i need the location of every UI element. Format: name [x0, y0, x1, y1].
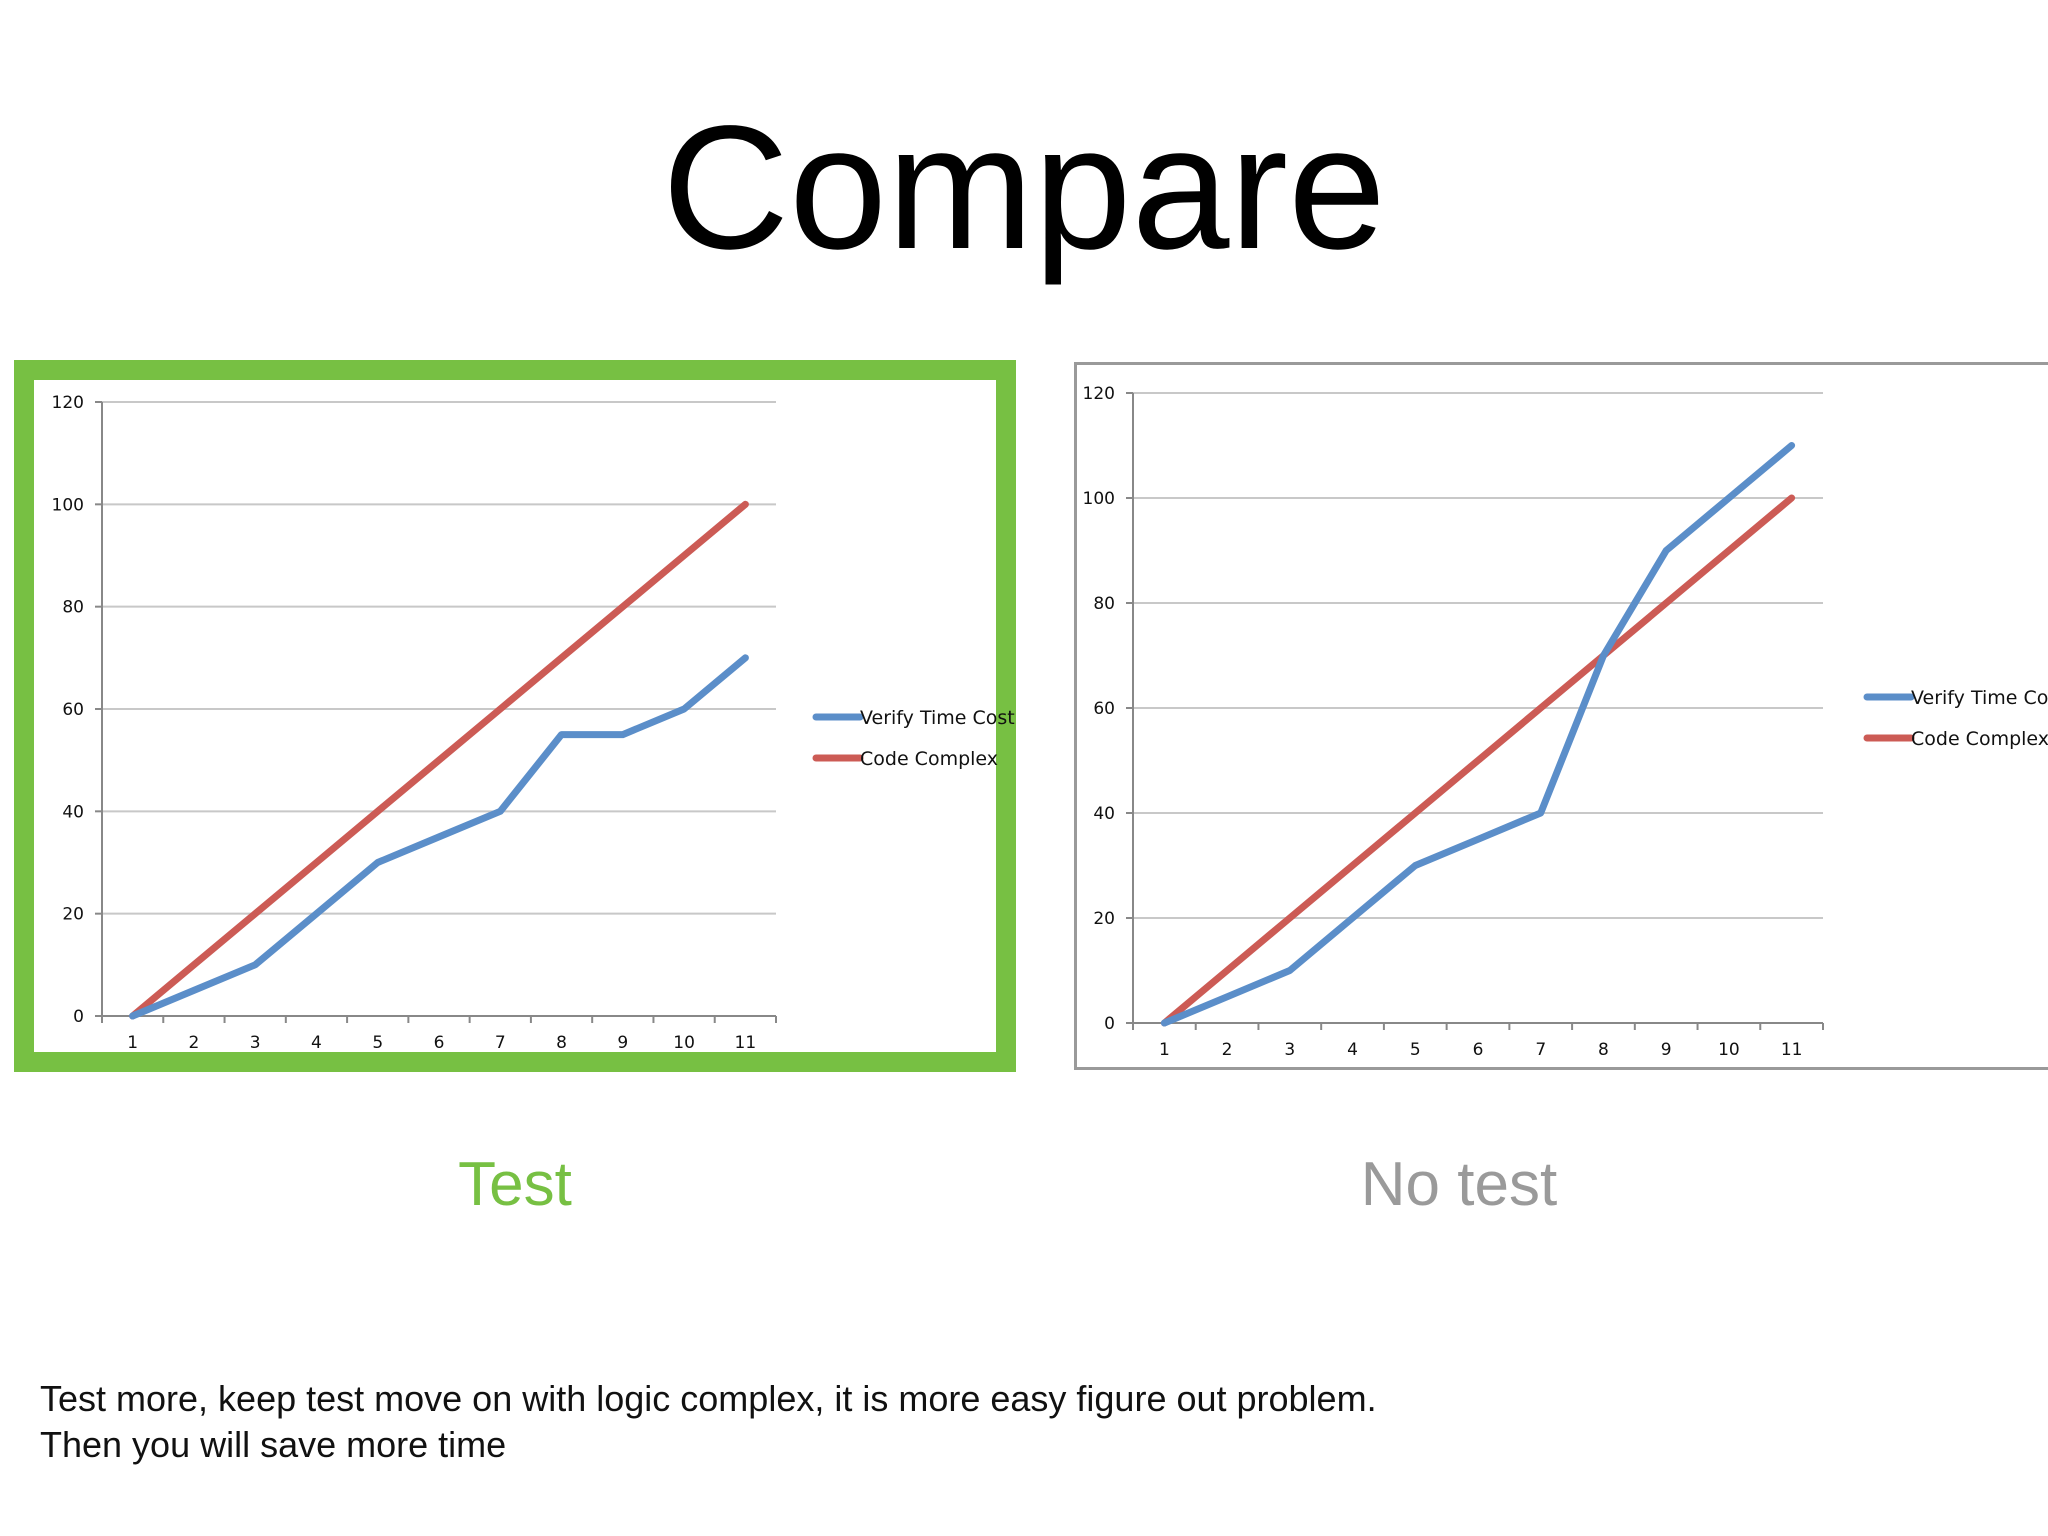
y-tick-label: 80 — [62, 598, 84, 618]
y-tick-label: 20 — [1093, 909, 1115, 929]
y-tick-label: 100 — [52, 495, 84, 515]
notes-line-2: Then you will save more time — [40, 1424, 507, 1465]
x-tick-label: 5 — [372, 1033, 383, 1053]
x-tick-label: 2 — [188, 1033, 199, 1053]
legend-label: Verify Time Cost — [860, 707, 1015, 729]
slide-notes: Test more, keep test move on with logic … — [40, 1376, 1377, 1468]
legend-label: Code Complex — [860, 748, 998, 770]
caption-test: Test — [458, 1150, 572, 1219]
x-tick-label: 3 — [1284, 1040, 1295, 1060]
x-tick-label: 8 — [1598, 1040, 1609, 1060]
x-tick-label: 1 — [127, 1033, 138, 1053]
notes-line-1: Test more, keep test move on with logic … — [40, 1378, 1377, 1419]
x-tick-label: 8 — [556, 1033, 567, 1053]
series-line-code-complex — [1160, 494, 1796, 1027]
chart-panel-no-test: 0 20 40 60 80 100 120 1 2 3 4 5 6 7 8 9 10 11 Verify Time … — [1074, 362, 2048, 1070]
y-tick-label: 60 — [62, 700, 84, 720]
y-tick-label: 0 — [73, 1007, 84, 1027]
x-tick-label: 7 — [1535, 1040, 1546, 1060]
y-tick-label: 100 — [1083, 489, 1115, 509]
x-tick-label: 7 — [495, 1033, 506, 1053]
legend-label: Verify Time Cost — [1911, 687, 2048, 709]
x-tick-label: 9 — [617, 1033, 628, 1053]
x-tick-label: 9 — [1661, 1040, 1672, 1060]
x-tick-label: 6 — [1473, 1040, 1484, 1060]
x-tick-label: 11 — [1781, 1040, 1803, 1060]
slide-title: Compare — [662, 90, 1386, 286]
y-tick-label: 40 — [62, 802, 84, 822]
series-line-verify-time-cost — [129, 654, 749, 1020]
x-tick-label: 10 — [673, 1033, 695, 1053]
caption-no-test: No test — [1360, 1150, 1558, 1219]
y-tick-label: 80 — [1093, 594, 1115, 614]
x-tick-label: 3 — [250, 1033, 261, 1053]
chart-test: 0 20 40 60 80 100 120 1 2 3 4 5 6 7 8 9 10 11 Verify Time … — [52, 393, 1015, 1053]
y-tick-label: 120 — [1083, 384, 1115, 404]
x-tick-label: 11 — [735, 1033, 757, 1053]
legend-label: Code Complex — [1911, 728, 2048, 750]
chart-no-test: 0 20 40 60 80 100 120 1 2 3 4 5 6 7 8 9 10 11 Verify Time … — [1083, 384, 2048, 1060]
y-tick-label: 40 — [1093, 804, 1115, 824]
x-tick-label: 4 — [1347, 1040, 1358, 1060]
y-tick-label: 120 — [52, 393, 84, 413]
y-tick-label: 0 — [1104, 1014, 1115, 1034]
x-tick-label: 2 — [1222, 1040, 1233, 1060]
chart-panel-test: 0 20 40 60 80 100 120 1 2 3 4 5 6 7 8 9 10 11 Verify Time … — [14, 360, 1016, 1072]
series-line-code-complex — [129, 500, 749, 1020]
y-tick-label: 20 — [62, 905, 84, 925]
x-tick-label: 5 — [1410, 1040, 1421, 1060]
x-tick-label: 4 — [311, 1033, 322, 1053]
series-line-verify-time-cost — [1160, 442, 1796, 1027]
x-tick-label: 10 — [1718, 1040, 1740, 1060]
y-tick-label: 60 — [1093, 699, 1115, 719]
x-tick-label: 6 — [434, 1033, 445, 1053]
x-tick-label: 1 — [1159, 1040, 1170, 1060]
